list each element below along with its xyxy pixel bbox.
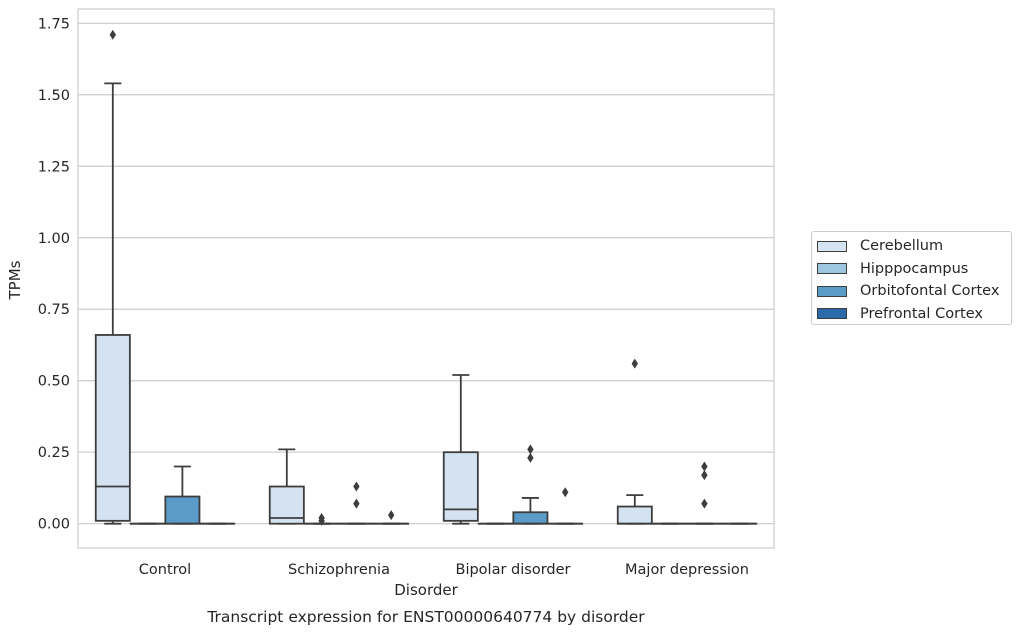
legend-entry: Prefrontal Cortex <box>812 303 1011 326</box>
chart-caption: Transcript expression for ENST0000064077… <box>206 608 645 626</box>
x-axis-label: Disorder <box>394 581 458 599</box>
box-body <box>618 507 652 524</box>
box-body <box>165 497 199 524</box>
box-layer <box>96 30 757 526</box>
outlier-point <box>110 30 116 40</box>
legend-entry: Hipppocampus <box>812 258 1011 281</box>
y-tick-label: 0.25 <box>38 445 70 461</box>
outlier-point <box>562 487 568 497</box>
outlier-point <box>527 444 533 454</box>
y-tick-label: 0.75 <box>38 302 70 318</box>
y-tick-label: 1.50 <box>38 88 70 104</box>
box-orbitofontal-cortex <box>687 462 721 524</box>
grid-lines <box>78 23 774 523</box>
x-tick-label: Major depression <box>625 562 749 578</box>
x-tick-label: Bipolar disorder <box>456 562 571 578</box>
box-cerebellum <box>444 375 478 524</box>
box-body <box>96 335 130 521</box>
box-orbitofontal-cortex <box>513 444 547 523</box>
legend-swatch <box>817 241 847 252</box>
y-ticks: 0.00 0.25 0.50 0.75 1.00 1.25 1.50 1.75 <box>38 16 70 532</box>
outlier-point <box>388 510 394 520</box>
legend-swatch <box>817 263 847 274</box>
x-ticks: Control Schizophrenia Bipolar disorder Majo… <box>139 562 749 578</box>
box-body <box>444 452 478 521</box>
legend-label: Hipppocampus <box>860 261 968 277</box>
legend-entry: Cerebellum <box>812 235 1011 258</box>
outlier-point <box>353 482 359 492</box>
outlier-point <box>632 359 638 369</box>
box-hipppocampus <box>305 513 339 526</box>
y-tick-label: 0.00 <box>38 517 70 533</box>
box-cerebellum <box>96 30 130 524</box>
y-tick-label: 1.25 <box>38 159 70 175</box>
box-orbitofontal-cortex <box>339 482 373 524</box>
box-body <box>513 512 547 523</box>
outlier-point <box>353 499 359 509</box>
box-orbitofontal-cortex <box>165 467 199 524</box>
legend-label: Orbitofontal Cortex <box>860 283 999 299</box>
outlier-point <box>527 453 533 463</box>
y-axis-label: TPMs <box>6 260 24 300</box>
legend-label: Prefrontal Cortex <box>860 306 983 322</box>
x-tick-label: Control <box>139 562 191 578</box>
y-tick-label: 1.75 <box>38 16 70 32</box>
legend-entry: Orbitofontal Cortex <box>812 280 1011 303</box>
outlier-point <box>701 462 707 472</box>
outlier-point <box>701 470 707 480</box>
legend-label: Cerebellum <box>860 238 943 254</box>
box-cerebellum <box>270 449 304 523</box>
x-tick-label: Schizophrenia <box>288 562 390 578</box>
box-cerebellum <box>618 359 652 524</box>
y-tick-label: 0.50 <box>38 374 70 390</box>
legend-swatch <box>817 308 847 319</box>
box-prefrontal-cortex <box>374 510 408 524</box>
y-tick-label: 1.00 <box>38 231 70 247</box>
legend: Cerebellum Hipppocampus Orbitofontal Corte… <box>811 231 1012 325</box>
box-prefrontal-cortex <box>548 487 582 523</box>
legend-swatch <box>817 286 847 297</box>
outlier-point <box>701 499 707 509</box>
